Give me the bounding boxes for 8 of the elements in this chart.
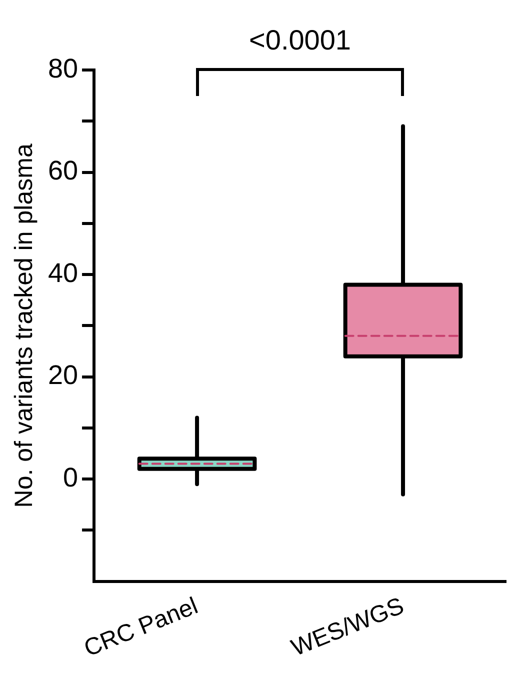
y-axis-title: No. of variants tracked in plasma	[10, 144, 38, 508]
y-tick-label: 20	[48, 360, 78, 390]
x-tick-label: CRC Panel	[80, 592, 202, 662]
y-tick-label: 40	[48, 258, 78, 288]
text: <0.0001	[249, 24, 352, 56]
y-tick-label: 0	[63, 462, 78, 493]
y-tick-label: 60	[48, 156, 78, 186]
y-tick-label: 80	[48, 53, 78, 84]
